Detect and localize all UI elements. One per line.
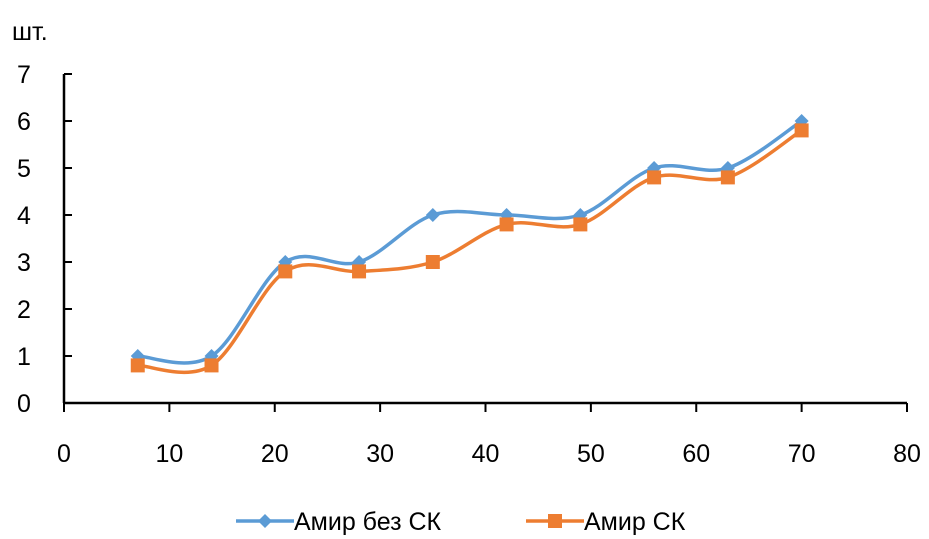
x-tick-label: 40 — [472, 440, 500, 468]
legend-marker — [548, 514, 562, 528]
y-tick-label: 6 — [17, 108, 31, 136]
y-tick-label: 4 — [17, 202, 31, 230]
series-line — [137, 128, 803, 375]
y-axis-unit-label: шт. — [12, 18, 48, 46]
data-point — [573, 217, 588, 232]
data-point — [499, 217, 514, 232]
legend-item: Амир СК — [526, 508, 686, 536]
x-tick-label: 60 — [682, 440, 710, 468]
x-tick-label: 30 — [366, 440, 394, 468]
legend: Амир без СК Амир СК — [236, 508, 686, 536]
x-tick-label: 10 — [155, 440, 183, 468]
legend-label: Амир СК — [584, 508, 686, 536]
data-point — [204, 358, 219, 373]
series-2 — [130, 123, 809, 375]
x-tick-label: 20 — [261, 440, 289, 468]
data-point — [352, 264, 367, 279]
y-tick-label: 0 — [17, 390, 31, 418]
x-axis-ticks: 0 10 20 30 40 50 60 70 80 — [57, 403, 921, 468]
data-point — [647, 170, 662, 185]
x-tick-label: 80 — [893, 440, 921, 468]
axes — [62, 74, 907, 405]
data-point — [425, 208, 440, 222]
data-point — [720, 170, 735, 185]
legend-item: Амир без СК — [236, 508, 442, 536]
y-tick-label: 7 — [17, 61, 31, 89]
x-tick-label: 0 — [57, 440, 71, 468]
x-tick-label: 50 — [577, 440, 605, 468]
legend-marker — [258, 514, 272, 528]
data-point — [278, 264, 293, 279]
series-1 — [130, 114, 809, 365]
data-point — [794, 123, 809, 138]
legend-label: Амир без СК — [294, 508, 442, 536]
y-tick-label: 2 — [17, 296, 31, 324]
y-tick-label: 3 — [17, 249, 31, 277]
series-layer — [130, 114, 809, 375]
y-tick-label: 1 — [17, 343, 31, 371]
x-tick-label: 70 — [788, 440, 816, 468]
data-point — [425, 255, 440, 269]
y-tick-label: 5 — [17, 155, 31, 183]
series-line — [137, 119, 803, 365]
data-point — [130, 358, 145, 373]
y-axis-ticks: 0 1 2 3 4 5 6 7 — [17, 61, 72, 418]
